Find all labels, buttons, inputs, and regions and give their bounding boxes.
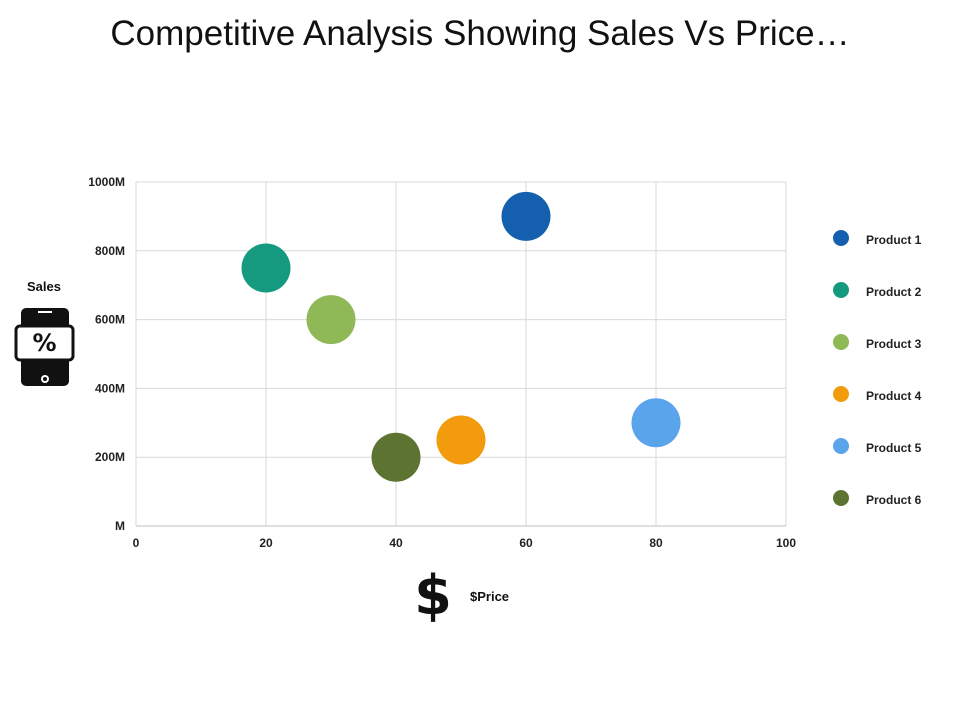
grid — [135, 181, 787, 527]
x-tick-label: 60 — [519, 536, 533, 550]
mobile-percent-icon: % — [14, 308, 75, 386]
y-tick-label: 200M — [95, 450, 125, 464]
legend: Product 1 Product 2 Product 3 Product 4 Prod… — [833, 230, 922, 507]
legend-label: Product 1 — [866, 233, 922, 247]
legend-marker — [833, 230, 849, 246]
data-point — [436, 415, 486, 465]
legend-marker — [833, 490, 849, 506]
chart-title: Competitive Analysis Showing Sales Vs Pr… — [110, 14, 850, 53]
x-tick-label: 40 — [389, 536, 403, 550]
legend-label: Product 3 — [866, 337, 922, 351]
x-axis-ticks: 0 20 40 60 80 100 — [133, 536, 797, 550]
y-axis-title: Sales — [27, 279, 61, 294]
legend-label: Product 2 — [866, 285, 922, 299]
legend-marker — [833, 334, 849, 350]
legend-label: Product 6 — [866, 493, 922, 507]
legend-marker — [833, 282, 849, 298]
x-tick-label: 20 — [259, 536, 273, 550]
data-point — [306, 295, 356, 345]
y-axis-ticks: M 200M 400M 600M 800M 1000M — [88, 175, 125, 533]
y-tick-label: 400M — [95, 381, 125, 395]
data-point — [241, 243, 291, 293]
y-tick-label: M — [115, 519, 125, 533]
dollar-sign-icon: $ — [414, 564, 452, 627]
x-tick-label: 80 — [649, 536, 663, 550]
legend-marker — [833, 438, 849, 454]
y-tick-label: 600M — [95, 313, 125, 327]
svg-text:%: % — [32, 329, 56, 357]
data-point — [631, 398, 681, 448]
legend-label: Product 5 — [866, 441, 922, 455]
data-point — [501, 191, 551, 241]
legend-label: Product 4 — [866, 389, 922, 403]
x-tick-label: 100 — [776, 536, 796, 550]
y-tick-label: 1000M — [88, 175, 125, 189]
legend-marker — [833, 386, 849, 402]
x-tick-label: 0 — [133, 536, 140, 550]
y-tick-label: 800M — [95, 244, 125, 258]
data-points — [241, 191, 681, 482]
x-axis-title: $Price — [470, 589, 509, 604]
data-point — [371, 432, 421, 482]
